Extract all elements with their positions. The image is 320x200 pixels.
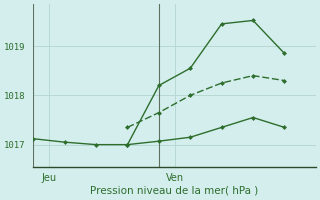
X-axis label: Pression niveau de la mer( hPa ): Pression niveau de la mer( hPa ) [91,186,259,196]
